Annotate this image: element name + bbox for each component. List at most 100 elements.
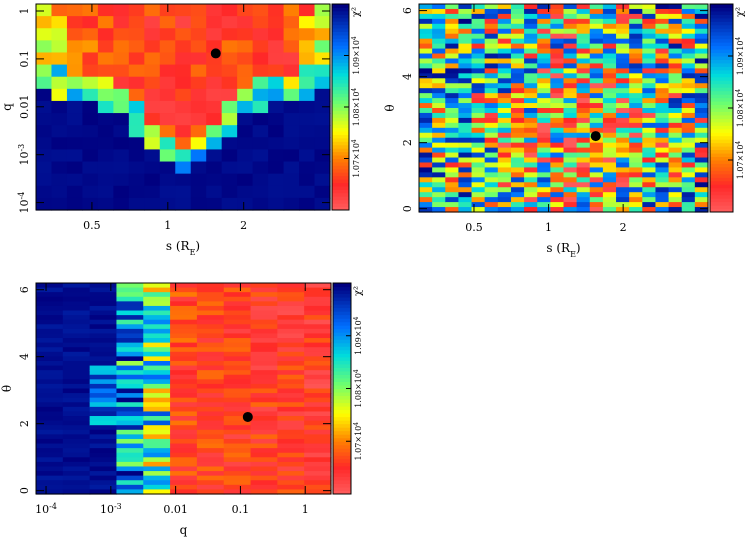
heatmap-cell (458, 18, 473, 25)
heatmap-cell (62, 429, 91, 435)
heatmap-cell (159, 40, 176, 54)
heatmap-cell (445, 23, 460, 30)
heatmap-cell (550, 177, 565, 183)
heatmap-cell (196, 393, 225, 399)
heatmap-cell (484, 108, 499, 114)
heatmap-cell (97, 113, 114, 126)
heatmap-cell (497, 43, 512, 50)
colorbar-step (333, 462, 351, 467)
heatmap-cell (419, 177, 433, 183)
heatmap-cell (159, 100, 176, 114)
colorbar-step (710, 108, 733, 112)
heatmap-cell (629, 8, 643, 15)
heatmap-cell (602, 4, 617, 10)
heatmap-cell (36, 480, 64, 486)
heatmap-cell (196, 328, 225, 335)
heatmap-cell (36, 360, 64, 367)
heatmap-cell (471, 207, 486, 213)
heatmap-cell (268, 125, 285, 138)
heatmap-cell (36, 475, 64, 481)
heatmap-cell (642, 93, 657, 99)
heatmap-cell (445, 103, 460, 109)
heatmap-cell (432, 162, 446, 169)
heatmap-cell (497, 117, 512, 124)
heatmap-cell (681, 48, 696, 55)
heatmap-cell (432, 93, 446, 99)
heatmap-cell (36, 137, 53, 151)
heatmap-cell (116, 287, 144, 293)
heatmap-cell (66, 100, 84, 114)
heatmap-cell (237, 88, 254, 102)
heatmap-cell (616, 187, 630, 193)
heatmap-cell (128, 113, 145, 126)
heatmap-cell (89, 429, 118, 435)
heatmap-cell (66, 40, 84, 54)
heatmap-cell (642, 13, 657, 20)
heatmap-cell (252, 100, 269, 114)
heatmap-cell (563, 182, 578, 188)
heatmap-cell (304, 347, 332, 353)
heatmap-cell (206, 100, 223, 114)
heatmap-cell (299, 100, 316, 114)
heatmap-cell (144, 40, 161, 54)
heatmap-cell (629, 48, 643, 55)
colorbar-step (710, 139, 733, 144)
colorbar-tick-label: 1.07×104 (351, 139, 362, 178)
heatmap-cell (190, 4, 207, 17)
heatmap-cell (250, 443, 278, 449)
heatmap-cell (143, 480, 171, 486)
heatmap-cell (237, 149, 254, 163)
heatmap-cell (268, 161, 285, 175)
colorbar-step (710, 45, 733, 50)
heatmap-cell (237, 28, 254, 41)
heatmap-cell (299, 64, 316, 78)
heatmap-cell (432, 187, 446, 193)
heatmap-cell (89, 347, 118, 353)
heatmap-cell (277, 443, 305, 449)
heatmap-cell (602, 28, 617, 35)
heatmap-cell (196, 443, 225, 449)
heatmap-cell (283, 28, 300, 41)
heatmap-cell (589, 88, 604, 94)
heatmap-cell (62, 383, 91, 390)
heatmap-cell (616, 78, 630, 84)
heatmap-cell (89, 315, 118, 321)
heatmap-cell (668, 53, 683, 60)
heatmap-cell (694, 48, 709, 55)
heatmap-cell (170, 310, 198, 316)
heatmap-cell (304, 315, 332, 321)
heatmap-cell (250, 406, 278, 413)
heatmap-cell (629, 202, 643, 208)
heatmap-cell (484, 63, 499, 69)
colorbar-step (332, 192, 349, 197)
heatmap-cell (175, 125, 192, 138)
heatmap-cell (602, 108, 617, 114)
heatmap-cell (36, 338, 64, 344)
heatmap-cell (602, 122, 617, 129)
colorbar-label: χ² (351, 7, 362, 17)
heatmap-cell (97, 137, 114, 151)
heatmap-cell (89, 393, 118, 399)
heatmap-cell (419, 132, 433, 139)
heatmap-cell (655, 43, 670, 50)
heatmap-cell (277, 411, 305, 417)
heatmap-cell (159, 16, 176, 29)
heatmap-cell (419, 4, 433, 10)
heatmap-cell (458, 187, 473, 193)
heatmap-cell (563, 197, 578, 203)
heatmap-cell (432, 38, 446, 45)
heatmap-cell (143, 383, 171, 390)
heatmap-cell (116, 292, 144, 298)
heatmap-cell (170, 379, 198, 385)
heatmap-cell (143, 443, 171, 449)
heatmap-cell (89, 283, 118, 289)
heatmap-cell (196, 457, 225, 463)
heatmap-cell (458, 103, 473, 109)
heatmap-cell (629, 4, 643, 10)
heatmap-cell (419, 112, 433, 119)
heatmap-cell (563, 28, 578, 35)
heatmap-cell (36, 342, 64, 348)
heatmap-cell (484, 33, 499, 40)
heatmap-cell (36, 434, 64, 440)
heatmap-cell (497, 78, 512, 84)
